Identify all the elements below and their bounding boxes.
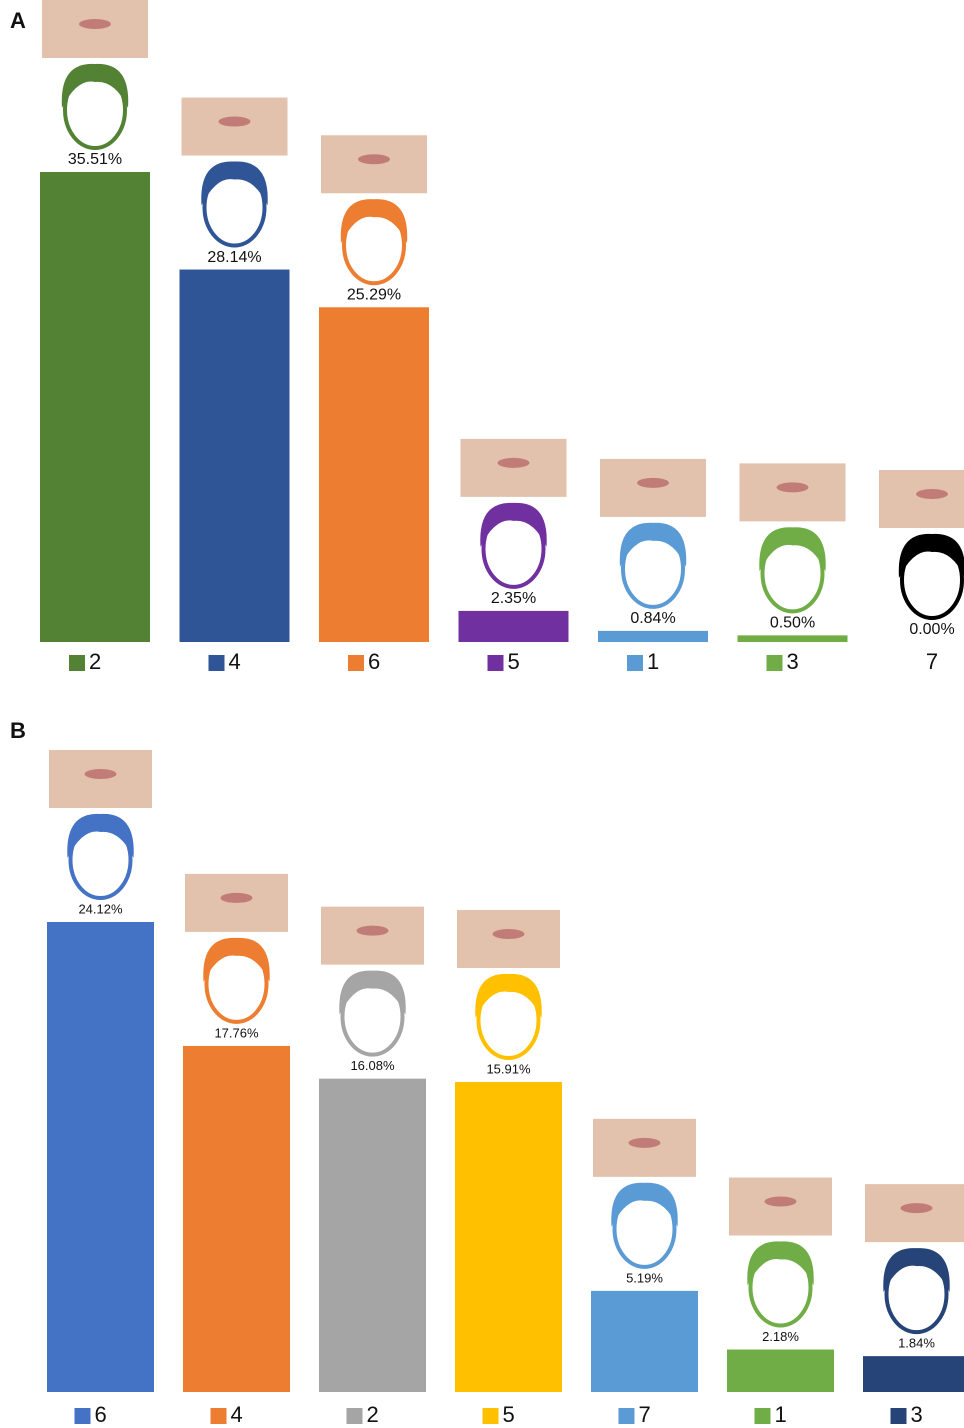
- value-label: 0.84%: [630, 610, 675, 627]
- head-hair: [898, 533, 964, 578]
- face-lips: [497, 457, 530, 468]
- bar: [727, 1349, 834, 1392]
- legend-label: 3: [911, 1402, 923, 1427]
- legend-swatch: [618, 1408, 635, 1424]
- legend-label: 7: [639, 1402, 651, 1427]
- legend-label: 4: [229, 649, 241, 674]
- legend-swatch: [208, 655, 225, 671]
- value-label: 25.29%: [347, 286, 401, 303]
- bar: [40, 172, 150, 642]
- value-label: 0.50%: [770, 615, 815, 632]
- value-label: 1.84%: [898, 1336, 935, 1351]
- face-lips: [764, 1196, 797, 1207]
- bar: [455, 1081, 562, 1392]
- legend-swatch: [754, 1408, 771, 1424]
- value-label: 15.91%: [486, 1061, 531, 1076]
- value-label: 35.51%: [68, 151, 122, 168]
- legend-swatch: [210, 1408, 227, 1424]
- legend-label: 2: [367, 1402, 379, 1427]
- face-lips: [79, 19, 111, 29]
- head-hair: [203, 937, 270, 982]
- panel-label: A: [10, 8, 26, 33]
- legend-swatch: [348, 655, 364, 671]
- head-hair: [475, 973, 542, 1018]
- legend-label: 6: [95, 1402, 107, 1427]
- head-hair: [747, 1241, 814, 1286]
- face-lips: [900, 1203, 933, 1214]
- legend-swatch: [69, 655, 85, 671]
- bar: [598, 630, 708, 642]
- legend-swatch: [627, 655, 643, 671]
- bar: [47, 922, 154, 1392]
- legend-label: 3: [787, 649, 799, 674]
- legend-label: 5: [508, 649, 520, 674]
- face-photo: [181, 97, 288, 156]
- head-hair: [339, 970, 406, 1015]
- head-hair: [883, 1248, 950, 1293]
- value-label: 2.18%: [762, 1329, 799, 1344]
- bar: [863, 1356, 964, 1392]
- value-label: 24.12%: [78, 901, 123, 916]
- legend-swatch: [766, 655, 783, 671]
- value-label: 0.00%: [909, 621, 954, 638]
- face-lips: [84, 769, 117, 779]
- legend-label: 4: [231, 1402, 243, 1427]
- bar: [179, 269, 290, 642]
- legend-swatch: [74, 1408, 91, 1424]
- bar: [319, 1078, 426, 1392]
- legend-label: 1: [775, 1402, 787, 1427]
- face-lips: [358, 154, 390, 165]
- legend-label: 5: [503, 1402, 515, 1427]
- value-label: 5.19%: [626, 1270, 663, 1285]
- face-lips: [776, 482, 809, 493]
- legend-label: 1: [647, 649, 659, 674]
- value-label: 28.14%: [207, 249, 261, 266]
- face-photo: [879, 470, 964, 528]
- head-hair: [67, 813, 134, 858]
- legend-swatch: [346, 1408, 363, 1424]
- head-hair: [611, 1182, 678, 1227]
- bar: [319, 307, 429, 642]
- legend-swatch: [487, 655, 504, 671]
- bar: [183, 1045, 290, 1392]
- face-photo: [865, 1184, 964, 1243]
- bar: [458, 610, 569, 642]
- legend-label: 6: [368, 649, 380, 674]
- head-hair: [61, 63, 129, 108]
- face-lips: [492, 928, 525, 939]
- panel-label: B: [10, 718, 26, 743]
- face-lips: [916, 489, 948, 499]
- legend-swatch: [890, 1408, 907, 1424]
- head-hair: [480, 502, 547, 547]
- face-lips: [218, 116, 251, 127]
- head-hair: [619, 522, 687, 567]
- value-label: 2.35%: [491, 590, 536, 607]
- bar: [591, 1290, 698, 1392]
- value-label: 16.08%: [350, 1058, 395, 1073]
- legend-label: 2: [89, 649, 101, 674]
- bar: [737, 635, 848, 642]
- head-hair: [340, 199, 408, 244]
- face-lips: [220, 892, 253, 903]
- head-hair: [201, 161, 268, 206]
- legend-swatch: [482, 1408, 499, 1424]
- head-hair: [759, 527, 826, 572]
- face-lips: [356, 925, 389, 936]
- value-label: 17.76%: [214, 1025, 259, 1040]
- legend-label: 7: [926, 649, 938, 674]
- face-lips: [637, 477, 669, 488]
- face-lips: [628, 1137, 661, 1148]
